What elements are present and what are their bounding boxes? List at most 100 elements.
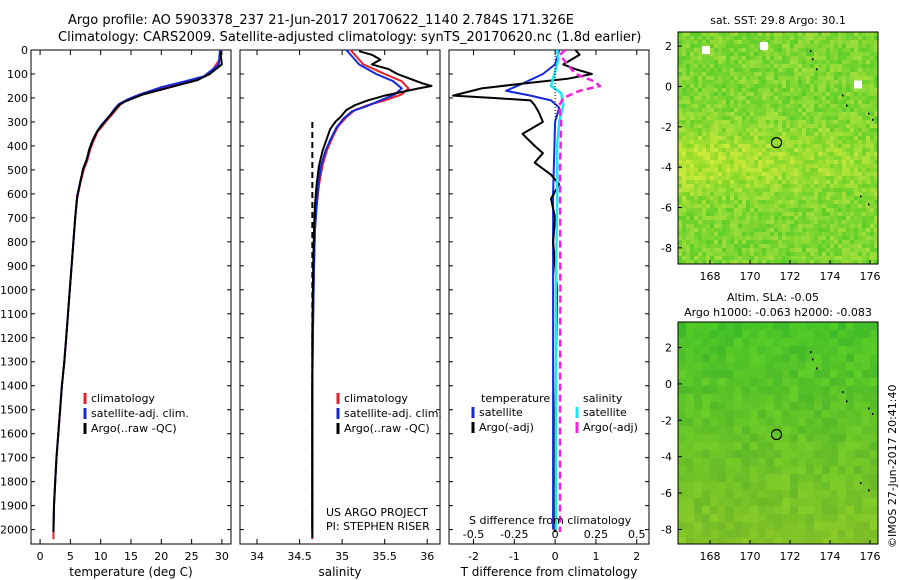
sla-map-cell bbox=[766, 322, 775, 331]
sla-map-cell bbox=[838, 458, 847, 467]
sst-map-cell bbox=[818, 136, 823, 141]
sst-map-argo-marker bbox=[770, 137, 783, 149]
sst-map-cell bbox=[686, 40, 691, 45]
sst-map-cell bbox=[850, 112, 855, 117]
sst-map-cell bbox=[754, 172, 759, 177]
sst-map-cell bbox=[782, 32, 787, 37]
sla-map-cell bbox=[870, 322, 878, 331]
sla-map-cell bbox=[766, 506, 775, 515]
sla-map-cell bbox=[798, 514, 807, 523]
sst-map-cell bbox=[682, 164, 687, 169]
sla-map-cell bbox=[782, 522, 791, 531]
sst-map-cell bbox=[794, 144, 799, 149]
sst-map-cell bbox=[834, 80, 839, 85]
sla-map-cell bbox=[822, 378, 831, 387]
sst-map-cell bbox=[802, 116, 807, 121]
sst-map-cell bbox=[742, 32, 747, 37]
sst-map-cell bbox=[790, 260, 795, 264]
sst-map-cell bbox=[698, 152, 703, 157]
sla-map-cell bbox=[718, 466, 727, 475]
sst-map-cell bbox=[710, 132, 715, 137]
sla-map-cell bbox=[678, 498, 687, 507]
sst-map-cell bbox=[734, 248, 739, 253]
sst-map-cell bbox=[790, 76, 795, 81]
sst-map-cell bbox=[866, 236, 871, 241]
sst-map-cell bbox=[710, 104, 715, 109]
sst-map-cell bbox=[782, 244, 787, 249]
sst-map-cell bbox=[858, 200, 863, 205]
sst-map-cell bbox=[858, 140, 863, 145]
sst-map-cell bbox=[806, 168, 811, 173]
sst-map-cell bbox=[726, 136, 731, 141]
sst-map-cell bbox=[874, 44, 878, 49]
sst-map-cell bbox=[750, 200, 755, 205]
sst-map-cell bbox=[742, 108, 747, 113]
sst-map-cell bbox=[774, 208, 779, 213]
sst-map-cell bbox=[874, 160, 878, 165]
island-dot bbox=[810, 351, 812, 354]
sst-map-cell bbox=[842, 52, 847, 57]
temperature-xtick-label: 30 bbox=[215, 550, 229, 563]
sst-map-cell bbox=[678, 124, 683, 129]
sst-map-cell bbox=[814, 124, 819, 129]
sst-map-cell bbox=[818, 52, 823, 57]
temperature-legend-item-label: climatology bbox=[91, 392, 155, 405]
sst-map-cell bbox=[778, 220, 783, 225]
sst-map-cell bbox=[710, 240, 715, 245]
sst-map-cell bbox=[778, 84, 783, 89]
sla-map-cell bbox=[726, 490, 735, 499]
sst-map-cell bbox=[718, 120, 723, 125]
sst-map-cell bbox=[842, 192, 847, 197]
sst-map-cell bbox=[702, 164, 707, 169]
sst-map-cell bbox=[874, 164, 878, 169]
sst-map-cell bbox=[734, 136, 739, 141]
sst-map-cell bbox=[766, 228, 771, 233]
sst-map-cell bbox=[682, 212, 687, 217]
sla-map-cell bbox=[798, 450, 807, 459]
sst-map-cell bbox=[814, 172, 819, 177]
sst-map-cell bbox=[746, 104, 751, 109]
depth-tick-label: 200 bbox=[7, 92, 28, 105]
sst-map-cell bbox=[830, 92, 835, 97]
sst-map-cell bbox=[774, 240, 779, 245]
sst-map-cell bbox=[838, 144, 843, 149]
sst-map-cell bbox=[714, 256, 719, 261]
temperature-frame bbox=[30, 49, 232, 545]
sst-map-cell bbox=[678, 136, 683, 141]
sla-map-cell bbox=[750, 394, 759, 403]
sla-map-cell bbox=[686, 522, 695, 531]
sst-map-cell bbox=[850, 216, 855, 221]
sst-map-cell bbox=[850, 252, 855, 257]
sst-map-cell bbox=[870, 52, 875, 57]
sst-map-cell bbox=[750, 228, 755, 233]
sla-map-cell bbox=[870, 386, 878, 395]
sst-map-cell bbox=[774, 212, 779, 217]
sst-map-cell bbox=[738, 140, 743, 145]
island-dot bbox=[860, 195, 862, 198]
sst-map-cell bbox=[806, 256, 811, 261]
sst-map-cell bbox=[714, 200, 719, 205]
sst-map-cell bbox=[806, 200, 811, 205]
sst-map-cell bbox=[726, 216, 731, 221]
sst-map-cell bbox=[770, 172, 775, 177]
sst-map-cell bbox=[774, 48, 779, 53]
sla-map-cell bbox=[822, 370, 831, 379]
sst-map-cell bbox=[794, 160, 799, 165]
sst-map-cell bbox=[854, 112, 859, 117]
sst-map-cell bbox=[810, 120, 815, 125]
sst-map-cell bbox=[794, 180, 799, 185]
sst-map-cell bbox=[862, 36, 867, 41]
sst-map-cell bbox=[830, 236, 835, 241]
sla-map-cell bbox=[830, 410, 839, 419]
sst-map-cell bbox=[790, 192, 795, 197]
sst-map-cell bbox=[750, 196, 755, 201]
sst-map-cell bbox=[810, 256, 815, 261]
sst-map-cell bbox=[722, 200, 727, 205]
sst-map-cell bbox=[822, 216, 827, 221]
sla-map-cell bbox=[678, 386, 687, 395]
sla-map-cell bbox=[734, 442, 743, 451]
sst-map-cell bbox=[842, 88, 847, 93]
sst-map-cell bbox=[838, 196, 843, 201]
sst-map-cell bbox=[710, 128, 715, 133]
sst-missing-cell bbox=[760, 42, 768, 51]
